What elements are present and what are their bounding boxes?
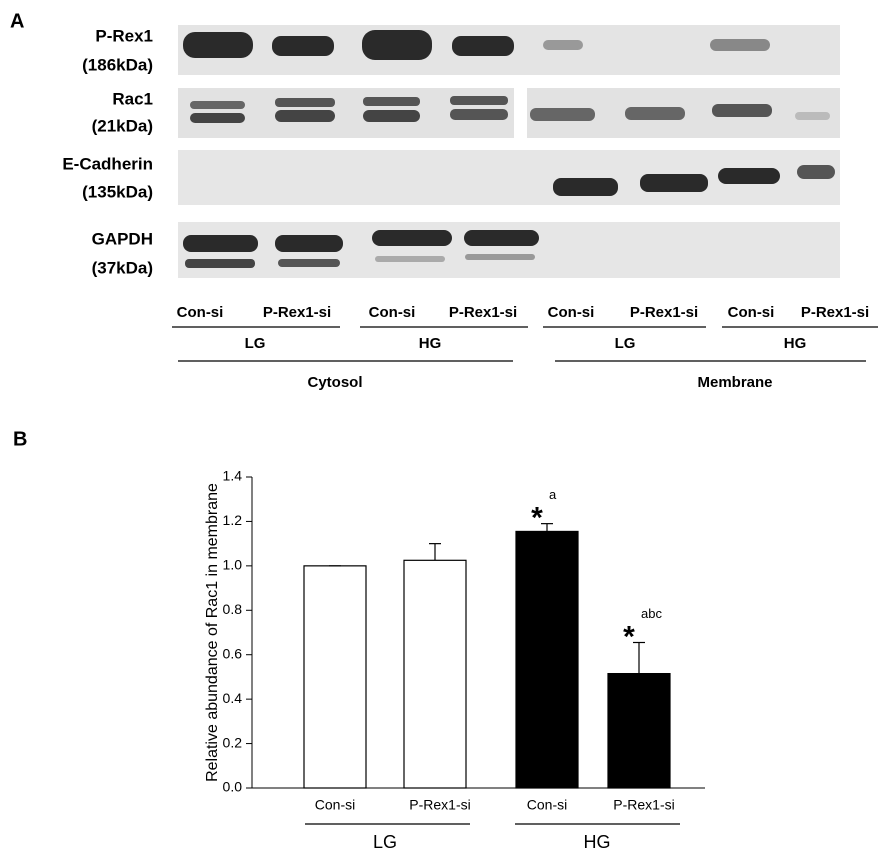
group-label: HG — [584, 832, 611, 852]
bar — [515, 530, 579, 789]
protein-size: (186kDa) — [82, 55, 153, 74]
bar — [607, 672, 671, 789]
x-tick-label: P-Rex1-si — [613, 797, 674, 813]
y-tick-label: 0.0 — [223, 779, 243, 795]
x-tick-label: P-Rex1-si — [409, 797, 470, 813]
fraction-label: Membrane — [697, 374, 772, 391]
protein-name: Rac1 — [112, 89, 153, 108]
significance-letters: abc — [641, 606, 662, 621]
panel-label: A — [10, 10, 24, 32]
y-tick-label: 1.2 — [223, 512, 243, 528]
protein-size: (37kDa) — [92, 258, 153, 277]
glucose-label: HG — [419, 335, 442, 352]
bar — [403, 559, 467, 789]
significance-mark: * — [531, 502, 543, 535]
y-axis-label: Relative abundance of Rac1 in membrane — [204, 483, 221, 782]
protein-size: (21kDa) — [92, 116, 153, 135]
bracket-lines — [172, 326, 878, 825]
panel-label: B — [13, 428, 27, 450]
lane-label: Con-si — [728, 304, 775, 321]
x-tick-label: Con-si — [315, 797, 355, 813]
glucose-label: LG — [615, 335, 636, 352]
lane-label: P-Rex1-si — [263, 304, 331, 321]
protein-name: GAPDH — [92, 229, 153, 248]
significance-mark: * — [623, 620, 635, 653]
blot — [178, 25, 840, 278]
protein-size: (135kDa) — [82, 182, 153, 201]
lane-label: P-Rex1-si — [449, 304, 517, 321]
y-tick-label: 0.4 — [223, 690, 243, 706]
y-tick-label: 0.2 — [223, 734, 243, 750]
group-label: LG — [373, 832, 397, 852]
y-tick-label: 1.4 — [223, 468, 243, 484]
x-tick-label: Con-si — [527, 797, 567, 813]
glucose-label: LG — [245, 335, 266, 352]
y-tick-label: 0.6 — [223, 645, 243, 661]
protein-name: E-Cadherin — [62, 154, 153, 173]
y-tick-label: 0.8 — [223, 601, 243, 617]
lane-label: Con-si — [369, 304, 416, 321]
glucose-label: HG — [784, 335, 807, 352]
lane-label: Con-si — [548, 304, 595, 321]
y-tick-label: 1.0 — [223, 557, 243, 573]
lane-label: P-Rex1-si — [630, 304, 698, 321]
lane-label: Con-si — [177, 304, 224, 321]
significance-letters: a — [549, 487, 557, 502]
lane-label: P-Rex1-si — [801, 304, 869, 321]
protein-name: P-Rex1 — [95, 26, 153, 45]
bar — [303, 565, 367, 789]
fraction-label: Cytosol — [307, 374, 362, 391]
